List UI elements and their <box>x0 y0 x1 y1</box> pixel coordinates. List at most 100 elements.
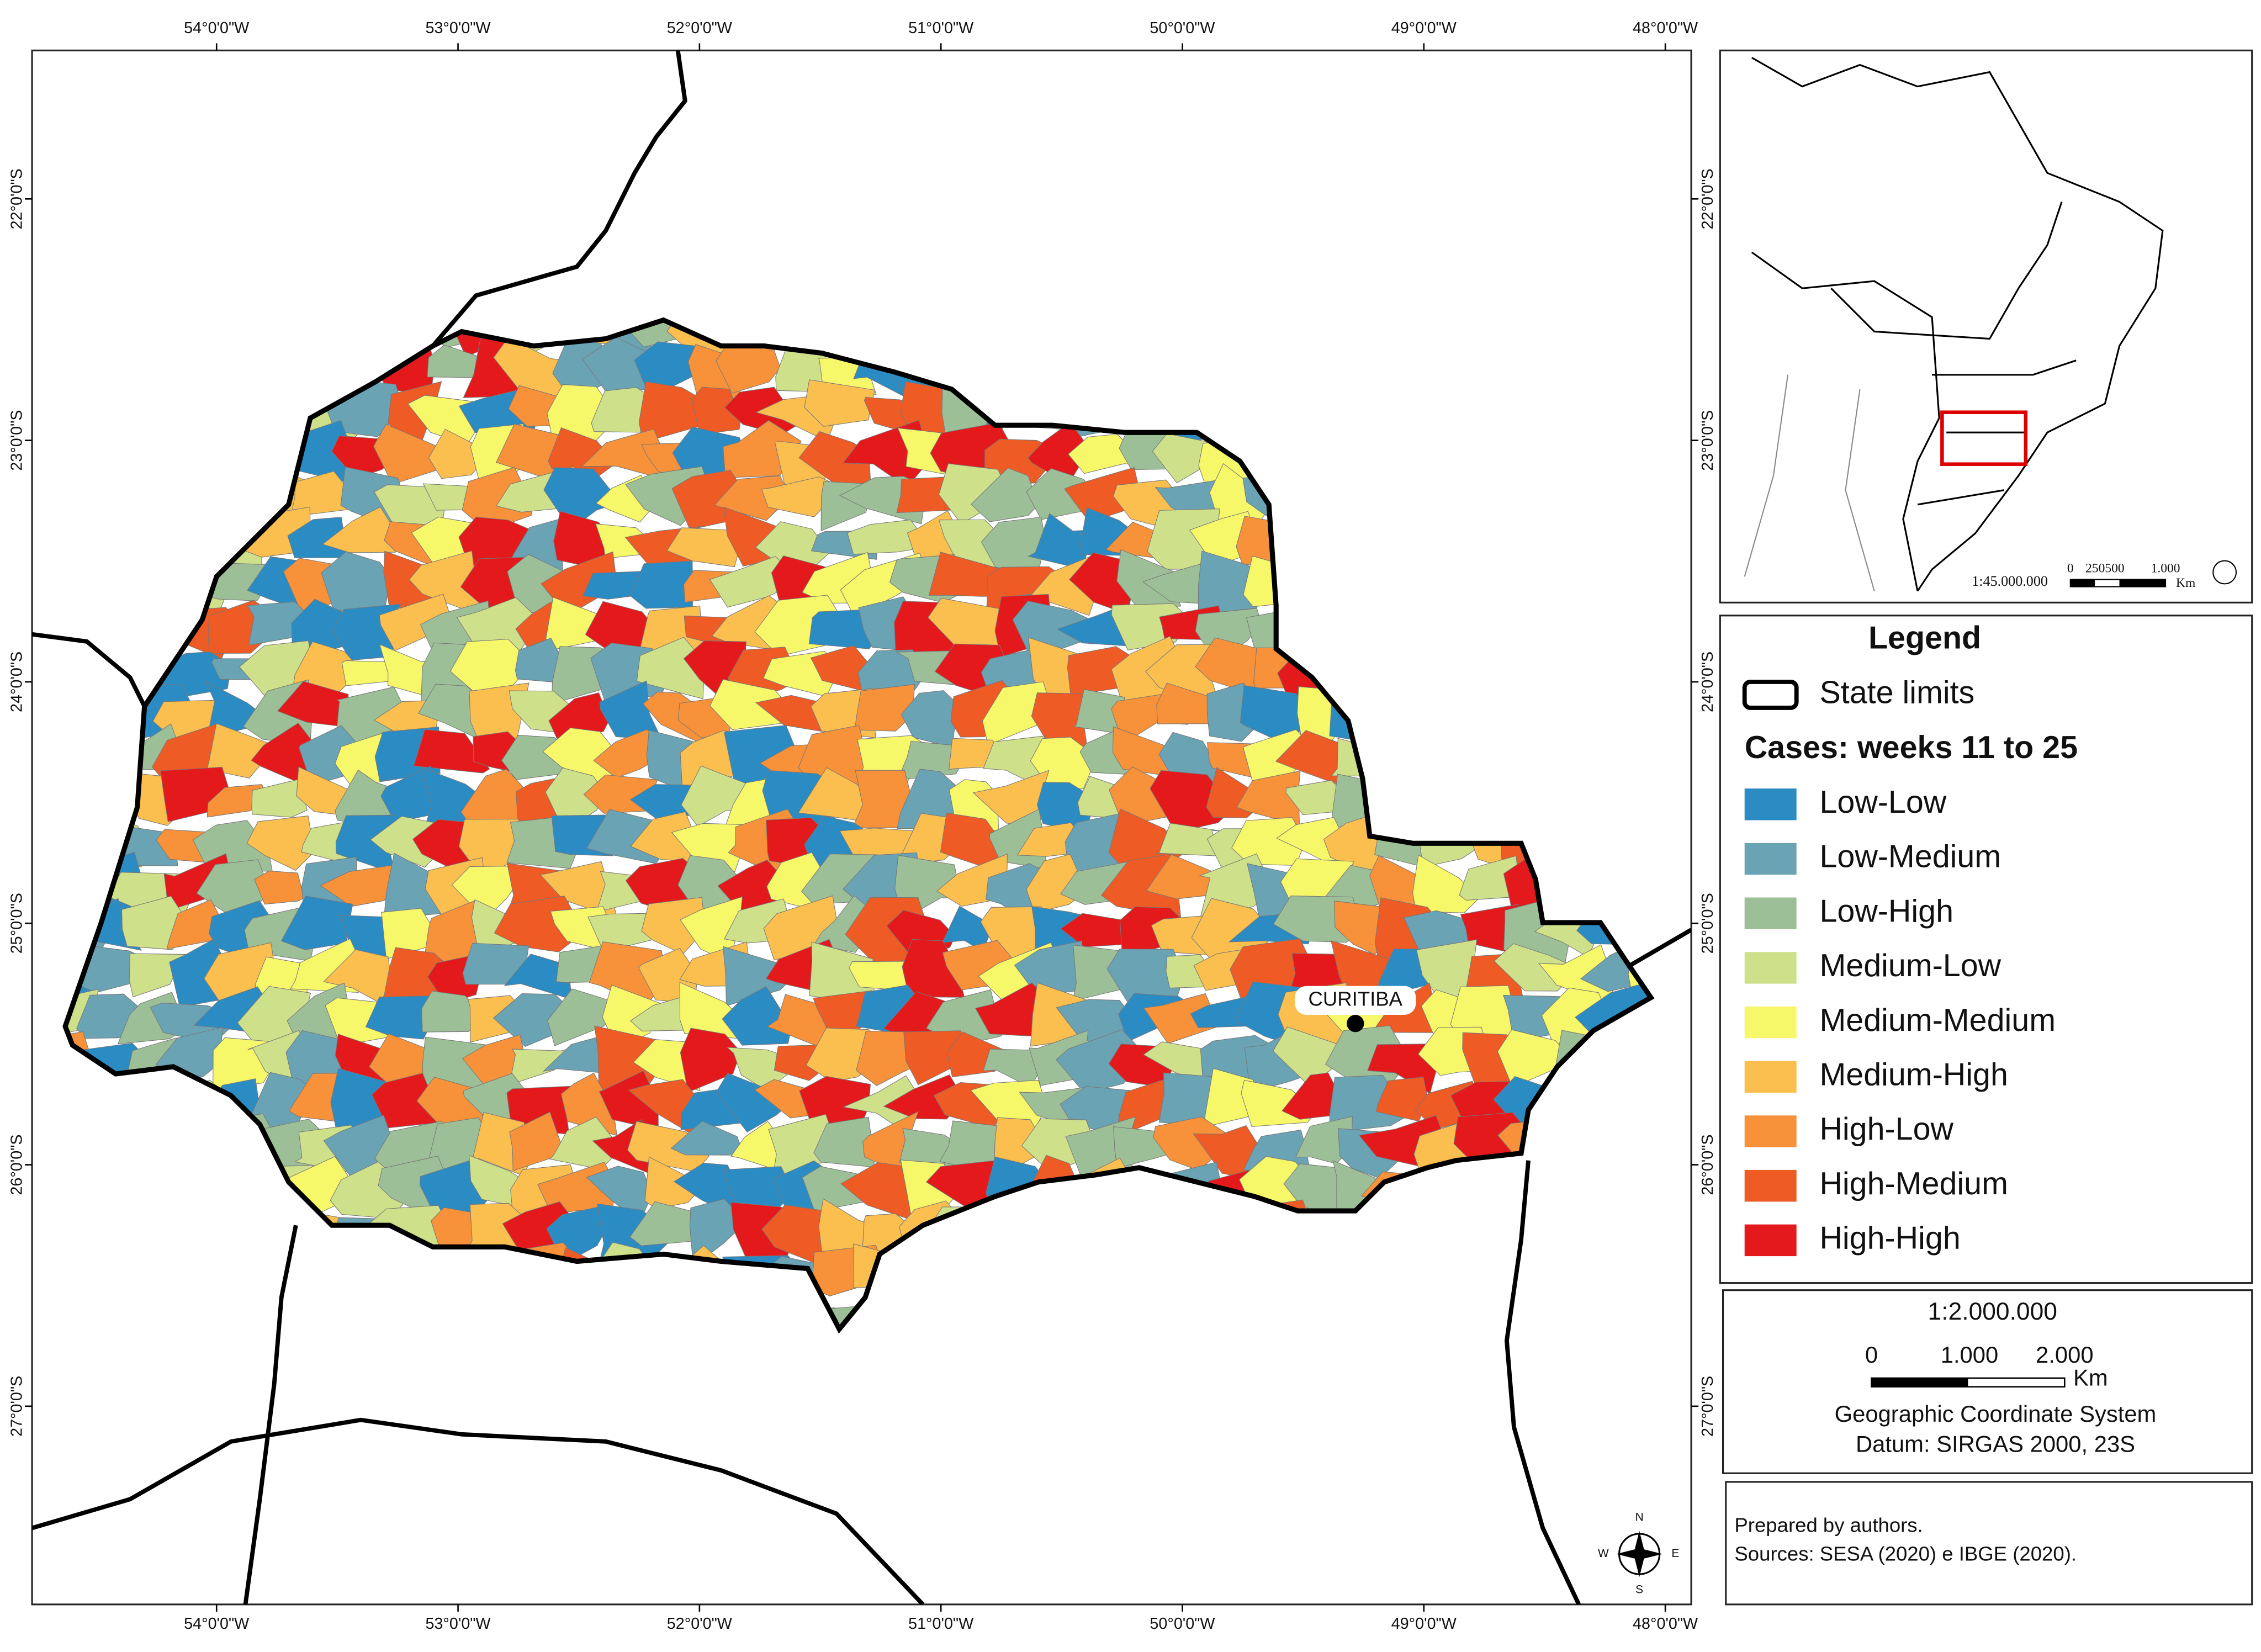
municipality <box>320 865 399 907</box>
border-line <box>431 50 687 348</box>
latitude-label: 26°0'0"S <box>8 1134 26 1195</box>
municipality <box>1204 1068 1257 1127</box>
longitude-label: 51°0'0"W <box>908 19 973 37</box>
municipality <box>509 1048 570 1086</box>
city-label: CURITIBA <box>1308 988 1402 1010</box>
latitude-label: 25°0'0"S <box>1699 893 1717 954</box>
municipality <box>804 379 876 427</box>
legend-label: High-Medium <box>1819 1166 2008 1201</box>
legend-swatch <box>1744 952 1797 984</box>
graticule: 54°0'0"W 54°0'0"W 53°0'0"W 53°0'0"W 52°0'0"W… <box>8 19 1717 1633</box>
credits-frame <box>1725 1481 2253 1606</box>
municipality <box>246 815 315 871</box>
borders <box>32 50 1692 1605</box>
municipality <box>1497 1029 1584 1088</box>
municipality <box>421 991 482 1032</box>
latitude-label: 26°0'0"S <box>1699 1134 1717 1195</box>
inset-highlight <box>1940 410 2028 466</box>
border-line <box>32 1417 925 1605</box>
legend-swatch <box>1744 1061 1797 1093</box>
latitude-label: 25°0'0"S <box>8 893 26 954</box>
longitude-label: 49°0'0"W <box>1391 19 1457 37</box>
latitude-label: 23°0'0"S <box>8 410 26 471</box>
municipality <box>413 729 490 774</box>
municipality <box>548 692 610 743</box>
municipality <box>681 765 758 827</box>
border-line <box>243 1225 298 1605</box>
inset-scale-bar <box>2070 579 2095 587</box>
legend-label: Low-Medium <box>1819 839 2001 875</box>
latitude-label: 24°0'0"S <box>8 652 26 712</box>
municipality <box>713 475 791 521</box>
longitude-label: 52°0'0"W <box>667 19 732 37</box>
legend-label: State limits <box>1819 675 1974 711</box>
legend-swatch <box>1742 680 1799 710</box>
legend: Legend State limits Cases: weeks 11 to 2… <box>1719 615 2253 1284</box>
scale-ratio: 1:2.000.000 <box>1928 1298 2057 1325</box>
legend-label: Medium-High <box>1819 1057 2008 1092</box>
compass: N E S W <box>1598 1511 1679 1596</box>
scale-unit: Km <box>2073 1365 2108 1391</box>
latitude-label: 22°0'0"S <box>1699 168 1717 229</box>
municipality <box>379 594 453 652</box>
compass-letter: E <box>1671 1547 1679 1560</box>
credits: Prepared by authors. Sources: SESA (2020… <box>1725 1481 2253 1606</box>
legend-swatch <box>1744 1115 1797 1147</box>
inset-compass <box>2212 560 2237 585</box>
inset-scale-label: 250500 <box>2085 562 2124 576</box>
municipality <box>1146 854 1226 899</box>
municipality <box>847 519 931 555</box>
inset-scale-unit: Km <box>2176 576 2195 590</box>
border-line <box>1628 928 1692 968</box>
legend-label: High-High <box>1819 1221 1960 1256</box>
municipality <box>383 853 449 918</box>
municipality <box>903 1030 966 1086</box>
inset-neighbors <box>1744 374 1875 591</box>
municipality <box>547 988 626 1046</box>
longitude-label: 50°0'0"W <box>1150 1615 1215 1633</box>
inset-scale: 1:45.000.000 <box>1972 573 2048 589</box>
legend-swatch <box>1744 1224 1797 1257</box>
legend-title: Legend <box>1868 620 1981 655</box>
legend-swatch <box>1744 1169 1797 1202</box>
inset-borders <box>1751 57 2164 592</box>
credit-line: Prepared by authors. <box>1734 1514 1923 1537</box>
scale-box: 1:2.000.000 0 1.000 2.000 Km Geographic … <box>1722 1289 2253 1474</box>
longitude-label: 49°0'0"W <box>1391 1615 1457 1633</box>
municipality <box>722 986 792 1046</box>
longitude-label: 51°0'0"W <box>908 1615 973 1633</box>
latitude-label: 27°0'0"S <box>8 1376 26 1437</box>
compass-rose <box>1616 1531 1662 1577</box>
municipality <box>253 870 305 905</box>
longitude-label: 48°0'0"W <box>1633 1615 1698 1633</box>
legend-label: Medium-Medium <box>1819 1003 2056 1038</box>
border-line <box>32 632 147 708</box>
legend-frame <box>1719 615 2253 1284</box>
latitude-label: 23°0'0"S <box>1699 410 1717 471</box>
scale-label: 2.000 <box>2036 1342 2094 1368</box>
inset: 1:45.000.000 0 250500 1.000 Km <box>1719 49 2253 603</box>
legend-swatch <box>1744 1006 1797 1039</box>
municipality <box>206 723 273 779</box>
scale-bar <box>1871 1378 1968 1387</box>
legend-label: Low-Low <box>1819 785 1946 820</box>
municipality <box>636 637 705 700</box>
credit-line: Sources: SESA (2020) e IBGE (2020). <box>1734 1543 2077 1565</box>
inset-scale-label: 0 <box>2067 562 2074 576</box>
longitude-label: 53°0'0"W <box>426 19 491 37</box>
legend-label: Medium-Low <box>1819 948 2001 983</box>
compass-letter: N <box>1635 1511 1644 1524</box>
municipality <box>509 1111 565 1172</box>
datum: Datum: SIRGAS 2000, 23S <box>1856 1431 2135 1457</box>
scale-label: 1.000 <box>1941 1342 1999 1368</box>
longitude-label: 48°0'0"W <box>1633 19 1698 37</box>
border-line <box>1504 1160 1581 1605</box>
longitude-label: 50°0'0"W <box>1150 19 1215 37</box>
municipality <box>691 386 742 435</box>
scale-label: 0 <box>1865 1342 1878 1368</box>
city-point <box>1347 1015 1364 1032</box>
municipality <box>322 506 405 553</box>
compass-letter: S <box>1635 1583 1643 1596</box>
longitude-label: 54°0'0"W <box>184 19 249 37</box>
